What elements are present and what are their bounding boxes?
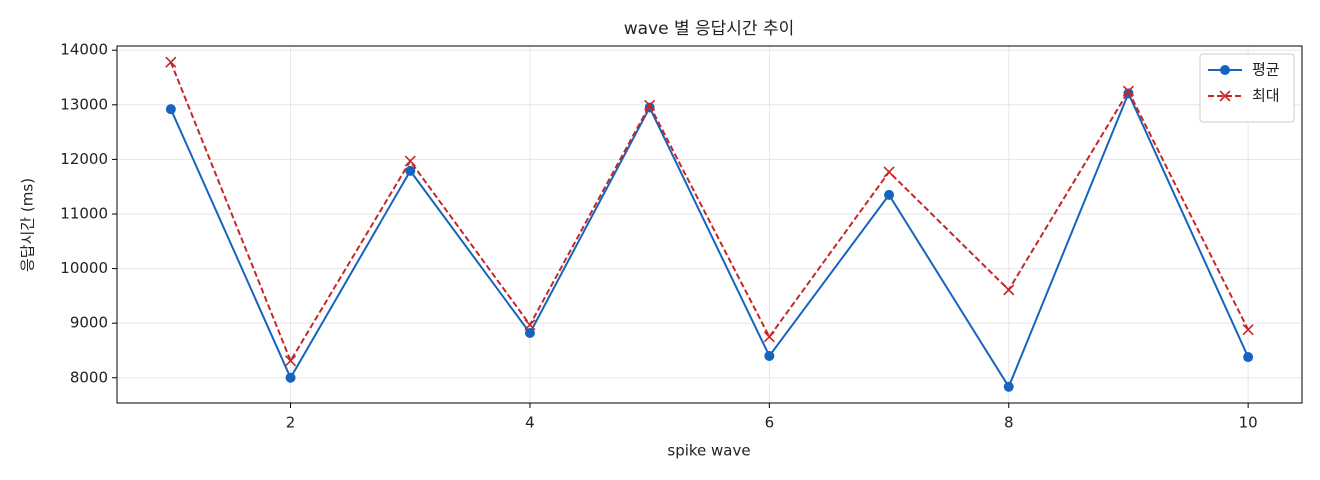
marker [764,350,775,361]
marker [524,319,536,331]
x-tick-label: 6 [765,414,775,432]
marker [1243,352,1254,363]
x-tick-label: 2 [286,414,296,432]
legend-marker [1219,90,1231,102]
marker [763,331,775,343]
x-tick-label: 4 [525,414,535,432]
marker [165,104,176,115]
y-tick-label: 12000 [60,150,108,168]
y-tick-label: 13000 [60,95,108,113]
marker [1003,284,1015,296]
series-line [169,61,1250,364]
y-axis-label: 응답시간 (ms) [19,178,37,272]
legend-label: 평균 [1252,61,1280,79]
y-tick-label: 10000 [60,259,108,277]
x-tick-label: 8 [1004,414,1014,432]
legend-box [1199,53,1295,123]
chart-title: wave 별 응답시간 추이 [624,19,795,39]
marker [165,56,177,68]
x-axis-label: spike wave [667,442,750,460]
marker [405,165,416,176]
marker [883,166,895,178]
marker [284,355,297,367]
y-tick-label: 8000 [70,368,108,386]
marker [1242,324,1254,336]
x-tick-label: 10 [1239,414,1258,432]
marker [285,372,296,383]
legend-marker [1220,65,1230,75]
marker [1003,381,1014,392]
y-tick-label: 14000 [60,41,108,59]
marker [404,155,416,167]
marker [1122,85,1135,97]
marker [644,99,656,111]
y-tick-label: 9000 [70,314,108,332]
plot-frame [116,45,1303,404]
marker [524,328,535,339]
legend-label: 최대 [1252,87,1280,105]
y-tick-label: 11000 [60,204,108,222]
series-line [169,90,1250,389]
marker [884,189,895,200]
